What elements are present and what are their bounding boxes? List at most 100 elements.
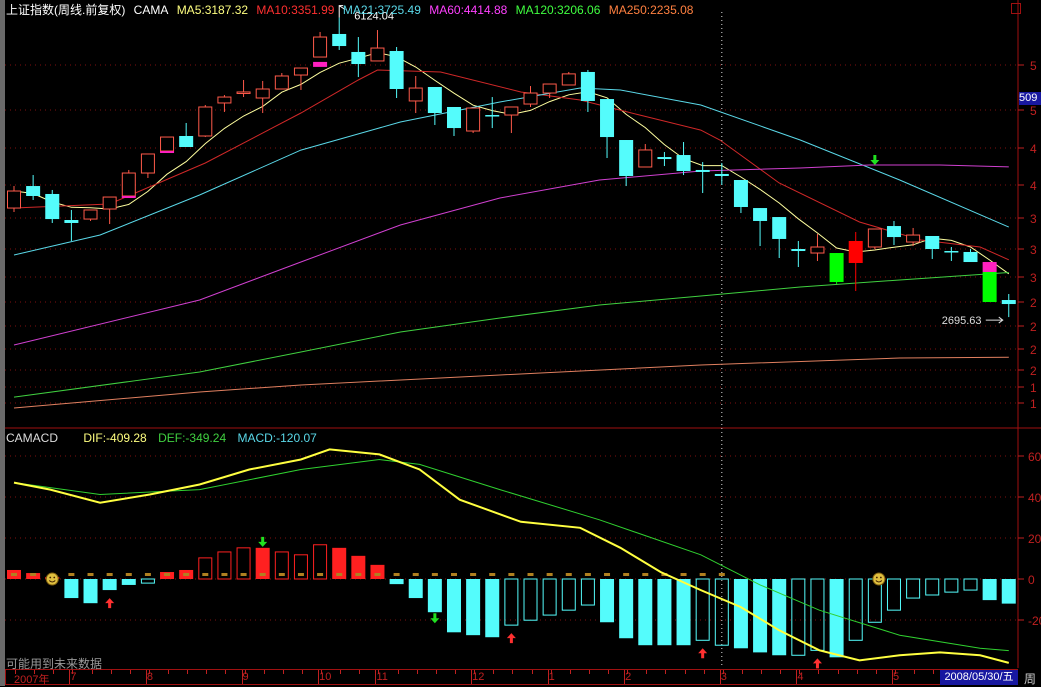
candle-body bbox=[293, 67, 308, 76]
macd-bar bbox=[963, 578, 978, 591]
maximize-icon[interactable] bbox=[1011, 3, 1021, 14]
candle-body bbox=[561, 73, 576, 86]
ma-line-ma5 bbox=[13, 52, 1010, 275]
indicator-name: CAMA bbox=[133, 3, 169, 17]
candle bbox=[370, 30, 385, 62]
candle-body bbox=[906, 234, 921, 243]
macd-bar bbox=[733, 579, 748, 649]
candle bbox=[848, 231, 863, 292]
macd-baseline-marker bbox=[278, 573, 285, 576]
time-axis-minor-tick bbox=[531, 670, 533, 674]
macd-baseline-marker bbox=[221, 573, 228, 576]
candle bbox=[121, 169, 136, 197]
macd-bar bbox=[561, 578, 576, 611]
smiley-icon bbox=[872, 572, 886, 586]
macd-baseline-marker bbox=[527, 573, 534, 576]
arrow-down-icon bbox=[258, 536, 268, 547]
time-axis-label: 3 bbox=[720, 671, 727, 683]
candle-body bbox=[695, 169, 710, 172]
smiley-face bbox=[45, 572, 59, 586]
macd-baseline-marker bbox=[680, 573, 687, 576]
arrow-up-icon bbox=[812, 658, 822, 669]
candle-body bbox=[657, 157, 672, 160]
time-axis-minor-tick bbox=[187, 670, 189, 674]
macd-baseline-marker bbox=[317, 573, 324, 576]
candle-body bbox=[848, 240, 863, 263]
time-axis-minor-tick bbox=[493, 670, 495, 674]
period-button[interactable]: 周 bbox=[1024, 672, 1037, 686]
candle-body bbox=[45, 193, 60, 220]
candle-body bbox=[446, 106, 461, 129]
candle bbox=[523, 86, 538, 107]
candle-body bbox=[351, 51, 366, 65]
smiley-eye bbox=[49, 576, 52, 579]
candle-body bbox=[504, 106, 519, 116]
window-edge bbox=[0, 0, 5, 686]
ma21-value: MA21:3725.49 bbox=[342, 3, 421, 17]
smiley-mouth bbox=[875, 580, 883, 583]
macd-bar bbox=[1001, 579, 1016, 604]
candle bbox=[102, 196, 117, 225]
candle bbox=[580, 69, 595, 112]
candle-body bbox=[1001, 300, 1016, 305]
def-value: DEF:-349.24 bbox=[158, 431, 227, 445]
candle-body bbox=[408, 87, 423, 102]
macd-baseline-marker bbox=[489, 573, 496, 576]
candle-body bbox=[236, 91, 251, 94]
candle bbox=[217, 95, 232, 112]
candle bbox=[619, 140, 634, 187]
time-axis-minor-tick bbox=[301, 670, 303, 674]
smiley-eye bbox=[875, 576, 878, 579]
time-axis-minor-tick bbox=[244, 670, 246, 674]
macd-baseline-marker bbox=[125, 573, 132, 576]
candle bbox=[160, 136, 175, 152]
macd-baseline-marker bbox=[642, 573, 649, 576]
macd-bar bbox=[829, 579, 844, 658]
time-axis-minor-tick bbox=[914, 670, 916, 674]
macd-bar bbox=[102, 579, 117, 591]
time-axis-minor-tick bbox=[110, 670, 112, 674]
macd-bar bbox=[140, 578, 155, 584]
candle bbox=[236, 80, 251, 98]
macd-baseline-marker bbox=[546, 573, 553, 576]
candle-body bbox=[140, 153, 155, 174]
macd-bar bbox=[313, 544, 328, 580]
ma-line-ma60 bbox=[13, 164, 1009, 346]
time-axis[interactable]: 2007年 7 8 9 10 11 12 1 2 3 4 5 bbox=[5, 669, 1018, 686]
price-axis-label: 4 bbox=[1030, 142, 1037, 156]
high-price-label: 6124.04 bbox=[354, 11, 394, 23]
ma250-value: MA250:2235.08 bbox=[608, 3, 694, 17]
macd-axis-label: 60 bbox=[1028, 450, 1041, 464]
macd-bar bbox=[427, 579, 442, 613]
time-axis-minor-tick bbox=[72, 670, 74, 674]
time-axis-minor-tick bbox=[875, 670, 877, 674]
macd-baseline-marker bbox=[565, 573, 572, 576]
macd-baseline-marker bbox=[68, 573, 75, 576]
time-axis-minor-tick bbox=[263, 670, 265, 674]
ma10-value: MA10:3351.99 bbox=[256, 3, 335, 17]
magenta-marker bbox=[313, 61, 328, 67]
time-axis-minor-tick bbox=[856, 670, 858, 674]
macd-baseline-marker bbox=[412, 573, 419, 576]
macd-bar bbox=[714, 578, 729, 646]
macd-bar bbox=[695, 578, 710, 641]
time-axis-tick bbox=[624, 670, 626, 684]
candle bbox=[198, 104, 213, 138]
macd-baseline-marker bbox=[240, 573, 247, 576]
candle-body bbox=[102, 196, 117, 210]
time-axis-label: 12 bbox=[472, 671, 485, 683]
macd-bar bbox=[198, 557, 213, 580]
price-axis-label: 2 bbox=[1030, 320, 1037, 334]
macd-bar bbox=[64, 579, 79, 599]
macd-bar bbox=[236, 547, 251, 580]
time-axis-minor-tick bbox=[474, 670, 476, 674]
time-axis-minor-tick bbox=[359, 670, 361, 674]
time-axis-tick bbox=[69, 670, 71, 684]
candle-body bbox=[198, 106, 213, 137]
time-axis-minor-tick bbox=[550, 670, 552, 674]
smiley-eye bbox=[879, 576, 882, 579]
magenta-marker bbox=[982, 262, 997, 272]
price-axis-label: 5 bbox=[1030, 104, 1037, 118]
time-axis-minor-tick bbox=[129, 670, 131, 674]
